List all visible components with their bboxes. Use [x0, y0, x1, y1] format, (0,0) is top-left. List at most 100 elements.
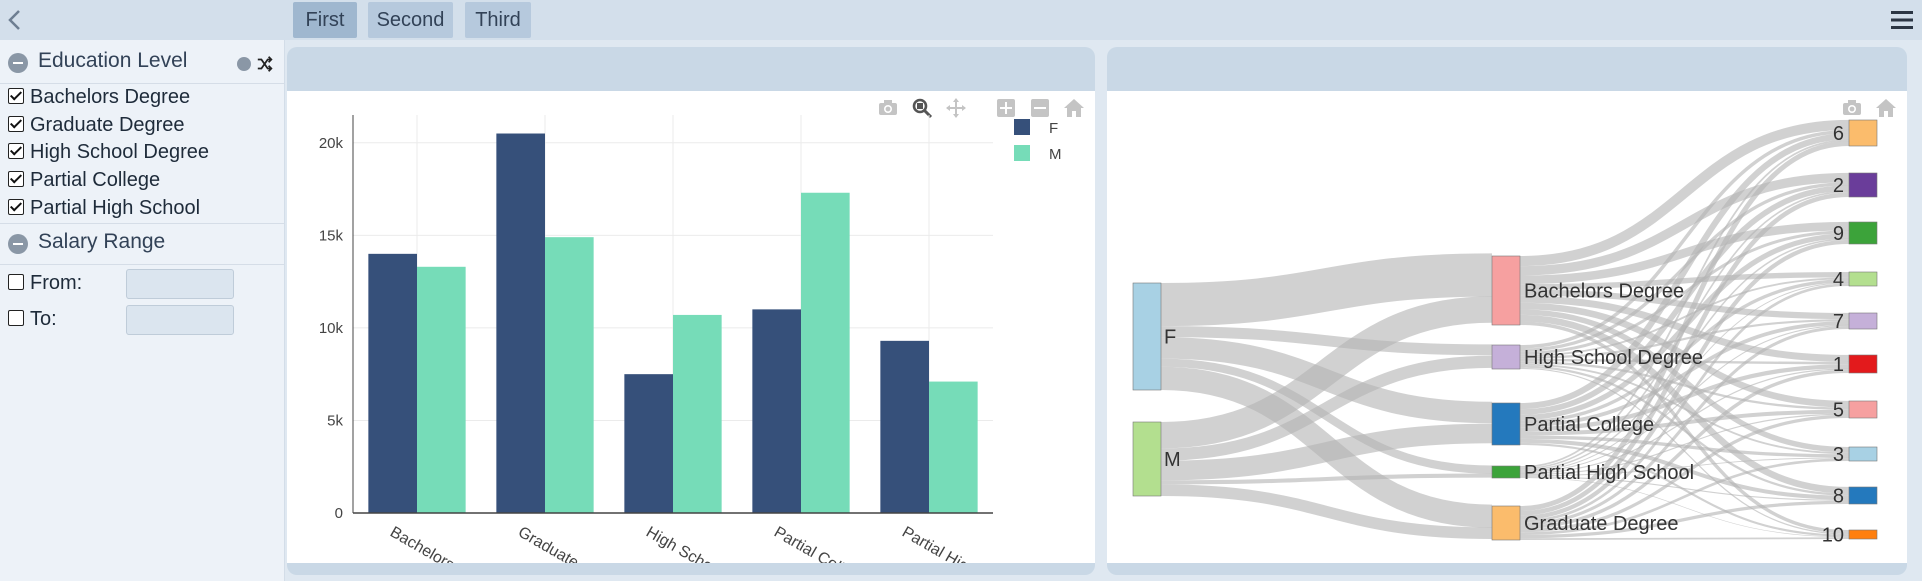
salary-to-input[interactable]: [126, 305, 234, 335]
sankey-link[interactable]: [1519, 321, 1850, 428]
sankey-node-target[interactable]: [1848, 400, 1878, 419]
sankey-link[interactable]: [1519, 458, 1850, 536]
sankey-node-education[interactable]: [1491, 344, 1521, 370]
bar-f[interactable]: [624, 374, 673, 513]
sankey-link[interactable]: [1519, 363, 1850, 455]
sankey-link[interactable]: [1519, 172, 1850, 276]
sankey-link[interactable]: [1160, 253, 1493, 327]
checkbox-partial-high-school[interactable]: Partial High School: [8, 197, 200, 223]
sankey-link[interactable]: [1519, 324, 1850, 473]
sankey-link[interactable]: [1519, 277, 1850, 357]
bar-f[interactable]: [752, 309, 801, 513]
sankey-link[interactable]: [1519, 435, 1850, 458]
sankey-link[interactable]: [1519, 358, 1850, 365]
home-icon[interactable]: [1875, 97, 1897, 119]
sankey-link[interactable]: [1519, 500, 1850, 539]
sankey-node-education[interactable]: [1491, 505, 1521, 541]
sankey-node-target[interactable]: [1848, 446, 1878, 462]
sankey-link[interactable]: [1160, 355, 1493, 461]
bar-m[interactable]: [417, 266, 466, 513]
tab-third[interactable]: Third: [465, 2, 531, 38]
checkbox[interactable]: [8, 170, 24, 187]
sankey-link[interactable]: [1160, 473, 1493, 485]
zoom-icon[interactable]: [911, 97, 933, 119]
checkbox[interactable]: [8, 115, 24, 132]
sankey-node-target[interactable]: [1848, 119, 1878, 147]
salary-to-row[interactable]: To:: [8, 308, 57, 334]
sankey-link[interactable]: [1519, 442, 1850, 537]
sankey-link[interactable]: [1519, 239, 1850, 520]
camera-icon[interactable]: [877, 97, 899, 119]
salary-range-header[interactable]: Salary Range: [0, 224, 284, 262]
bar-m[interactable]: [929, 381, 978, 513]
sankey-link[interactable]: [1519, 139, 1850, 468]
sankey-link[interactable]: [1519, 368, 1850, 475]
sankey-link[interactable]: [1519, 365, 1850, 496]
sankey-link[interactable]: [1519, 414, 1850, 533]
sankey-link[interactable]: [1519, 129, 1850, 349]
sankey-node-m[interactable]: [1132, 421, 1162, 497]
sankey-node-target[interactable]: [1848, 172, 1878, 198]
sankey-chart[interactable]: F M Bachelors Degree High School Degree Part…: [1107, 91, 1907, 563]
sankey-link[interactable]: [1160, 423, 1493, 481]
sankey-link[interactable]: [1519, 369, 1850, 530]
sankey-link[interactable]: [1519, 271, 1850, 290]
legend-swatch[interactable]: [1014, 119, 1030, 135]
sankey-link[interactable]: [1519, 477, 1850, 538]
sankey-node-education[interactable]: [1491, 255, 1521, 326]
sankey-node-education[interactable]: [1491, 402, 1521, 446]
sankey-node-target[interactable]: [1848, 354, 1878, 374]
collapse-icon[interactable]: [8, 234, 28, 254]
bar-m[interactable]: [545, 237, 594, 513]
sankey-link[interactable]: [1519, 119, 1850, 267]
sankey-link[interactable]: [1519, 438, 1850, 500]
sankey-node-education[interactable]: [1491, 465, 1521, 479]
sankey-link[interactable]: [1519, 230, 1850, 355]
sankey-link[interactable]: [1160, 358, 1493, 474]
shuffle-icon[interactable]: [256, 55, 274, 73]
sankey-link[interactable]: [1519, 221, 1850, 285]
zoom-out-icon[interactable]: [1029, 97, 1051, 119]
legend-swatch[interactable]: [1014, 145, 1030, 161]
deselect-icon[interactable]: [237, 57, 251, 71]
camera-icon[interactable]: [1841, 97, 1863, 119]
sankey-link[interactable]: [1519, 361, 1850, 410]
bar-chart[interactable]: 0 5k 10k 15k 20k Bachelors ... Graduate ... Hig…: [287, 91, 1095, 563]
sankey-node-target[interactable]: [1848, 529, 1878, 540]
tab-second[interactable]: Second: [368, 2, 453, 38]
checkbox[interactable]: [8, 142, 24, 159]
zoom-in-icon[interactable]: [995, 97, 1017, 119]
checkbox[interactable]: [8, 309, 24, 326]
salary-from-input[interactable]: [126, 269, 234, 299]
bar-f[interactable]: [368, 253, 417, 513]
sankey-link[interactable]: [1519, 537, 1850, 541]
sankey-node-target[interactable]: [1848, 221, 1878, 245]
sankey-link[interactable]: [1519, 409, 1850, 436]
sankey-link[interactable]: [1160, 326, 1493, 356]
sankey-node-target[interactable]: [1848, 271, 1878, 287]
bar-m[interactable]: [801, 192, 850, 513]
checkbox[interactable]: [8, 273, 24, 290]
sankey-link[interactable]: [1160, 296, 1493, 449]
chevron-left-icon[interactable]: [4, 8, 26, 32]
sankey-node-target[interactable]: [1848, 312, 1878, 330]
checkbox-graduate-degree[interactable]: Graduate Degree: [8, 114, 185, 140]
home-icon[interactable]: [1063, 97, 1085, 119]
sankey-link[interactable]: [1519, 476, 1850, 501]
pan-icon[interactable]: [945, 97, 967, 119]
checkbox-partial-college[interactable]: Partial College: [8, 169, 160, 195]
checkbox-high-school-degree[interactable]: High School Degree: [8, 141, 209, 167]
hamburger-menu-icon[interactable]: [1890, 6, 1914, 34]
sankey-node-target[interactable]: [1848, 486, 1878, 505]
sankey-link[interactable]: [1519, 319, 1850, 359]
sankey-link[interactable]: [1519, 413, 1850, 476]
bar-m[interactable]: [673, 314, 722, 513]
sankey-node-f[interactable]: [1132, 282, 1162, 391]
checkbox-bachelors-degree[interactable]: Bachelors Degree: [8, 86, 190, 112]
sankey-link[interactable]: [1519, 457, 1850, 477]
checkbox[interactable]: [8, 198, 24, 215]
education-level-header[interactable]: Education Level: [0, 43, 284, 81]
legend-label[interactable]: M: [1049, 146, 1062, 163]
sankey-link[interactable]: [1519, 133, 1850, 410]
sankey-link[interactable]: [1519, 325, 1850, 526]
